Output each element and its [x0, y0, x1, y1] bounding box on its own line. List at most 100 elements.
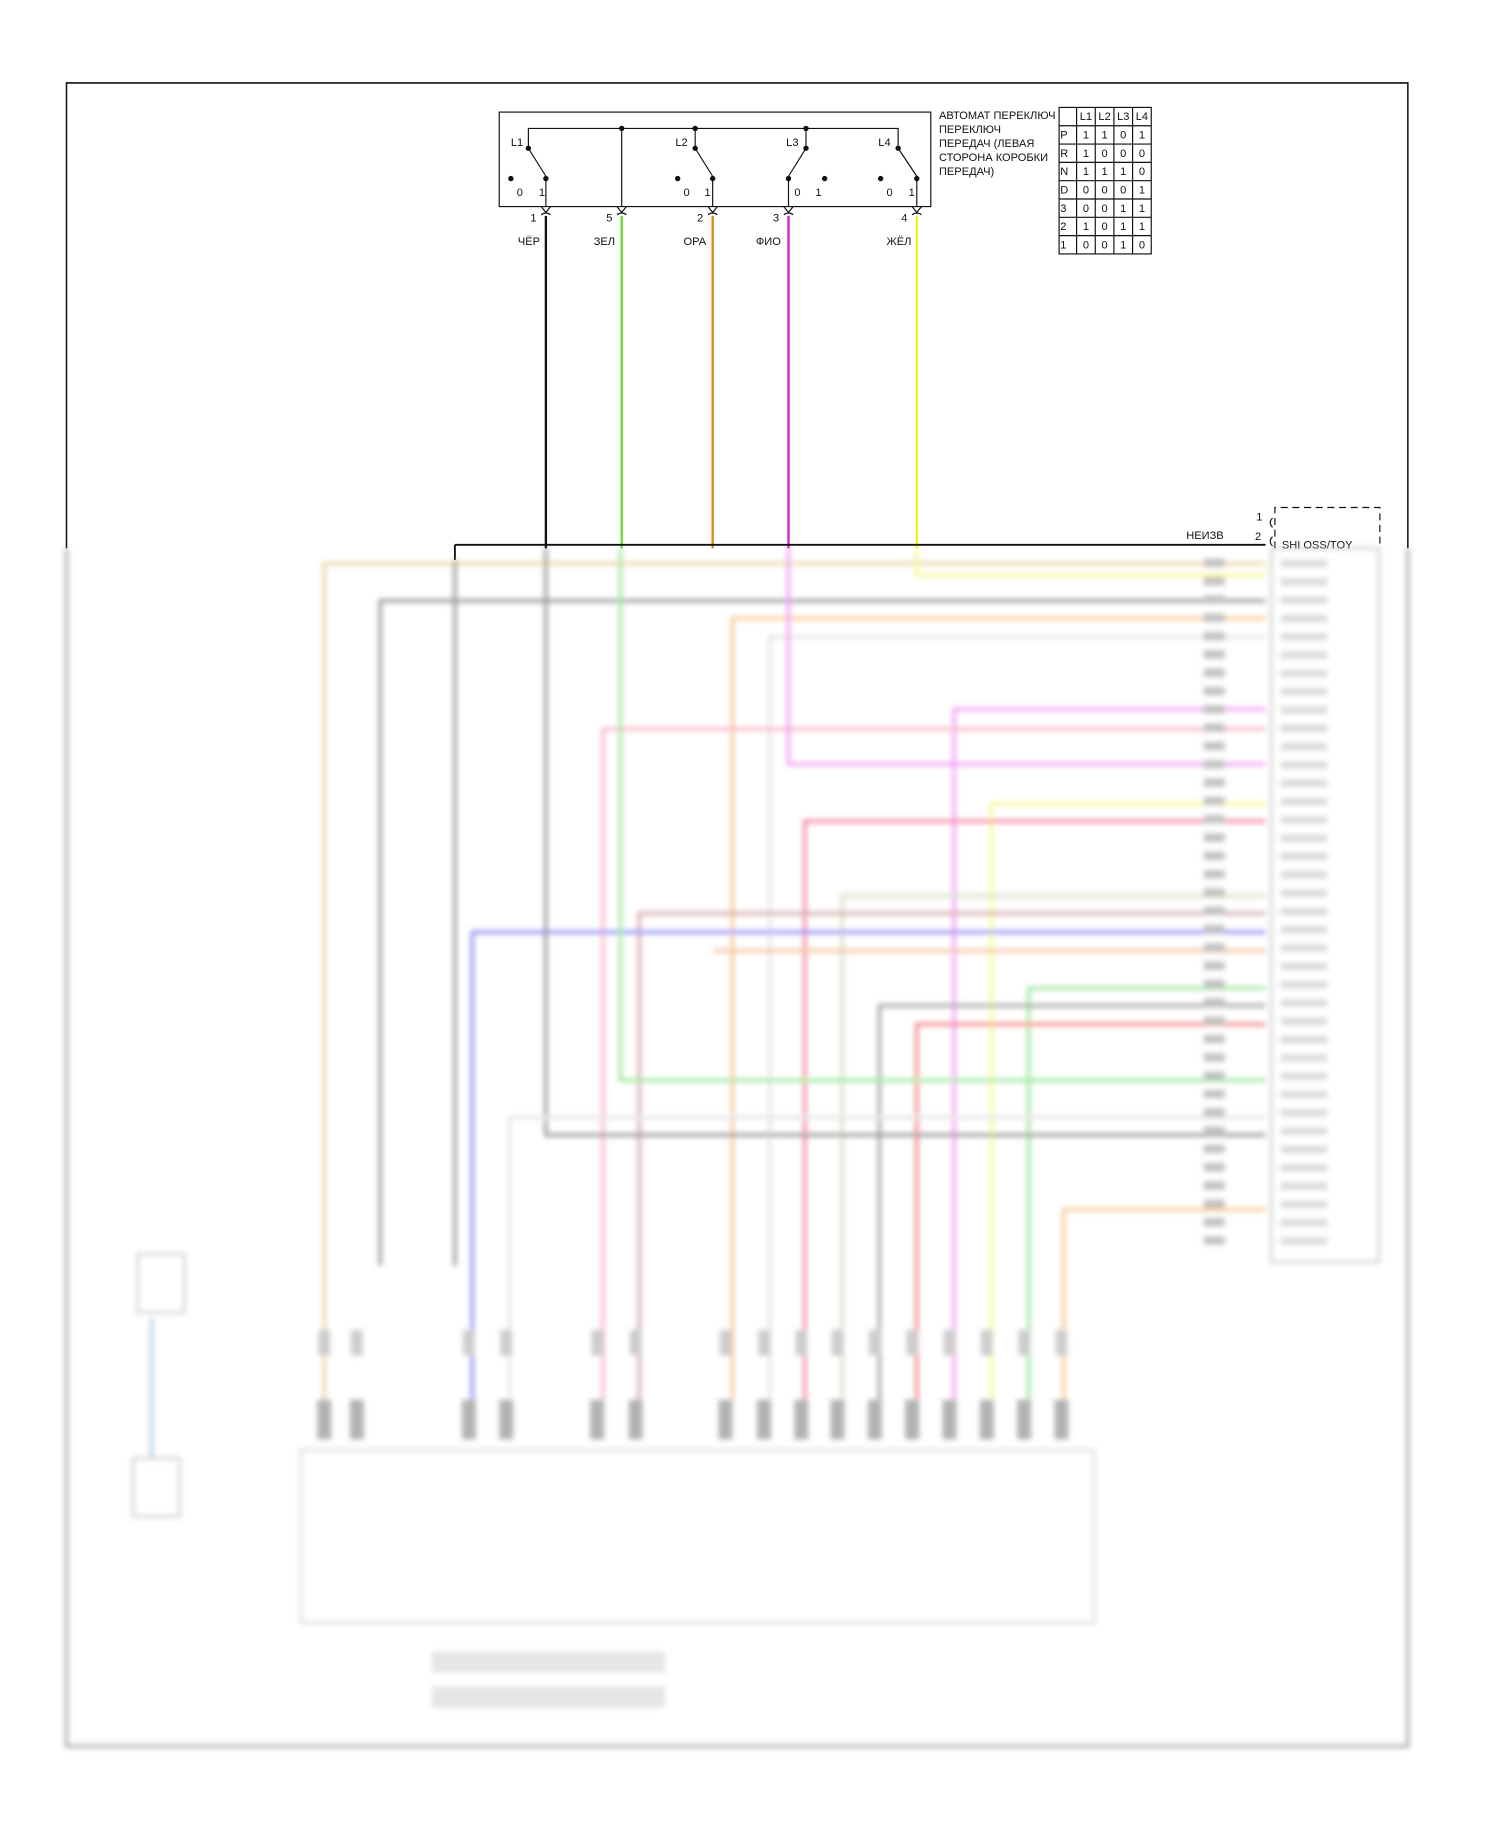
connector-pin-2: 2 — [1255, 531, 1261, 543]
wire-color-label: ЧЁР — [518, 236, 540, 248]
wire-color-label: ЖЁЛ — [886, 236, 911, 248]
pin-5: 5 ЗЕЛ — [594, 206, 627, 549]
pin-label-faded — [1280, 999, 1328, 1007]
position-0-label: 0 — [684, 187, 690, 199]
pin-1: 1 ЧЁР — [518, 206, 551, 549]
table-cell: P — [1060, 130, 1067, 142]
connector-pin-1: 1 — [1256, 511, 1262, 523]
wire-faded — [915, 1022, 1266, 1400]
connector-terminal-icon — [616, 206, 627, 216]
table-cell: 1 — [1139, 221, 1145, 233]
switch-blade — [897, 147, 918, 177]
table-cell: 1 — [1120, 203, 1126, 215]
table-cell: 1 — [1139, 130, 1145, 142]
terminal-faded — [463, 1329, 475, 1356]
terminal-faded — [349, 1399, 364, 1440]
pin-label-faded — [1203, 650, 1225, 659]
table-cell: 3 — [1060, 203, 1066, 215]
switch-contact-dot — [508, 175, 514, 182]
table-cell: 0 — [1139, 148, 1145, 160]
terminal-faded — [317, 1399, 332, 1440]
table-cell: 1 — [1120, 239, 1126, 251]
footnote-faded — [431, 1651, 665, 1673]
component-title: АВТОМАТ ПЕРЕКЛЮЧ ПЕРЕКЛЮЧ ПЕРЕДАЧ (ЛЕВАЯ СТ… — [939, 110, 1056, 178]
pin-label-faded — [1280, 1145, 1328, 1153]
pin-label-faded — [1203, 851, 1225, 860]
pin-label-faded — [1280, 578, 1328, 586]
pin-label-faded — [1203, 1071, 1225, 1080]
terminal-faded — [868, 1329, 881, 1356]
table-cell: R — [1060, 148, 1068, 160]
pin-label-faded — [1203, 1016, 1225, 1025]
wire-faded — [915, 548, 1266, 577]
switch-contact-dot — [821, 175, 828, 182]
title-line: АВТОМАТ ПЕРЕКЛЮЧ — [939, 110, 1056, 122]
position-1-label: 1 — [705, 187, 711, 199]
switch-blade — [527, 147, 547, 177]
pin-label-faded — [1280, 926, 1328, 934]
transmission-block — [299, 1448, 1096, 1624]
table-cell: 0 — [1102, 203, 1108, 215]
wire-faded — [989, 802, 1266, 1400]
junction-dot — [619, 125, 625, 132]
pin-label-faded — [1203, 1089, 1225, 1099]
wire-faded — [1027, 986, 1266, 1400]
terminal-faded — [867, 1399, 882, 1440]
table-cell: 0 — [1120, 185, 1126, 197]
pin-label-faded — [1280, 1127, 1328, 1135]
pin-number: 5 — [606, 213, 612, 225]
ecu-connector — [1270, 547, 1380, 1264]
position-1-label: 1 — [539, 187, 545, 199]
connector-terminal-icon — [540, 206, 551, 216]
pin-label-faded — [1203, 705, 1225, 714]
pin-label-faded — [1203, 1199, 1225, 1208]
pin-label-faded — [1203, 833, 1225, 842]
pin-label-faded — [1203, 1144, 1225, 1153]
pin-label-faded — [1203, 1034, 1225, 1044]
table-cell: 1 — [1083, 166, 1089, 178]
table-header-cell: L2 — [1098, 111, 1110, 123]
pin-label-faded — [1280, 1036, 1328, 1044]
table-cell: 0 — [1120, 148, 1126, 160]
title-line: СТОРОНА КОРОБКИ — [939, 152, 1048, 164]
wire-faded — [730, 616, 1266, 1400]
pin-number: 1 — [530, 213, 536, 225]
terminal-faded — [1018, 1329, 1030, 1356]
table-header-cell: L4 — [1136, 111, 1148, 123]
pin-label-faded — [1203, 980, 1225, 989]
switch-blade — [694, 147, 714, 177]
terminal-faded — [591, 1329, 604, 1356]
pin-label-faded — [1203, 741, 1225, 751]
terminal-faded — [1055, 1329, 1068, 1356]
terminal-faded — [629, 1329, 642, 1356]
pin-label-faded — [1280, 559, 1328, 567]
pin-label-faded — [1203, 1108, 1225, 1117]
wire-faded — [470, 930, 1266, 1400]
outer-frame-lower — [64, 548, 1410, 1748]
terminal-faded — [499, 1399, 514, 1440]
pin-label-faded — [1280, 779, 1328, 787]
table-cell: 0 — [1120, 130, 1126, 142]
wire-harness-top: 1 ЧЁР 5 ЗЕЛ 2 ОРА 3 ФИО 4 ЖЁЛ — [518, 206, 922, 549]
pin-label-faded — [1203, 906, 1225, 915]
junction-dot — [692, 125, 698, 132]
gear-selector-switch: L1 0 1 L2 0 1 L3 0 1 L4 0 1 — [498, 111, 932, 208]
position-1-label: 1 — [815, 187, 821, 199]
terminal-faded — [318, 1329, 331, 1356]
pin-label-faded — [1203, 796, 1225, 806]
gear-truth-table: L1 L2 L3 L4P 1 1 0 1R 1 0 0 0N 1 1 1 0D 0 0 0 13 0 0 1 12 1 0 1 11 0… — [1058, 106, 1152, 255]
terminal-faded — [943, 1329, 956, 1356]
terminal-faded — [351, 1329, 363, 1356]
switch-contact-dot — [877, 175, 884, 182]
terminal-faded — [500, 1329, 513, 1356]
pin-label-faded — [1280, 706, 1328, 714]
pin-label-faded — [1203, 943, 1225, 952]
pin-label-faded — [1280, 889, 1328, 897]
wire-faded — [378, 599, 1266, 1266]
switch-contact-dot — [675, 175, 681, 182]
table-cell: 1 — [1083, 148, 1089, 160]
table-cell: 1 — [1102, 166, 1108, 178]
pin-label-faded — [1203, 778, 1225, 787]
terminal-faded — [1054, 1399, 1069, 1440]
wire-color-label: ФИО — [756, 236, 781, 248]
